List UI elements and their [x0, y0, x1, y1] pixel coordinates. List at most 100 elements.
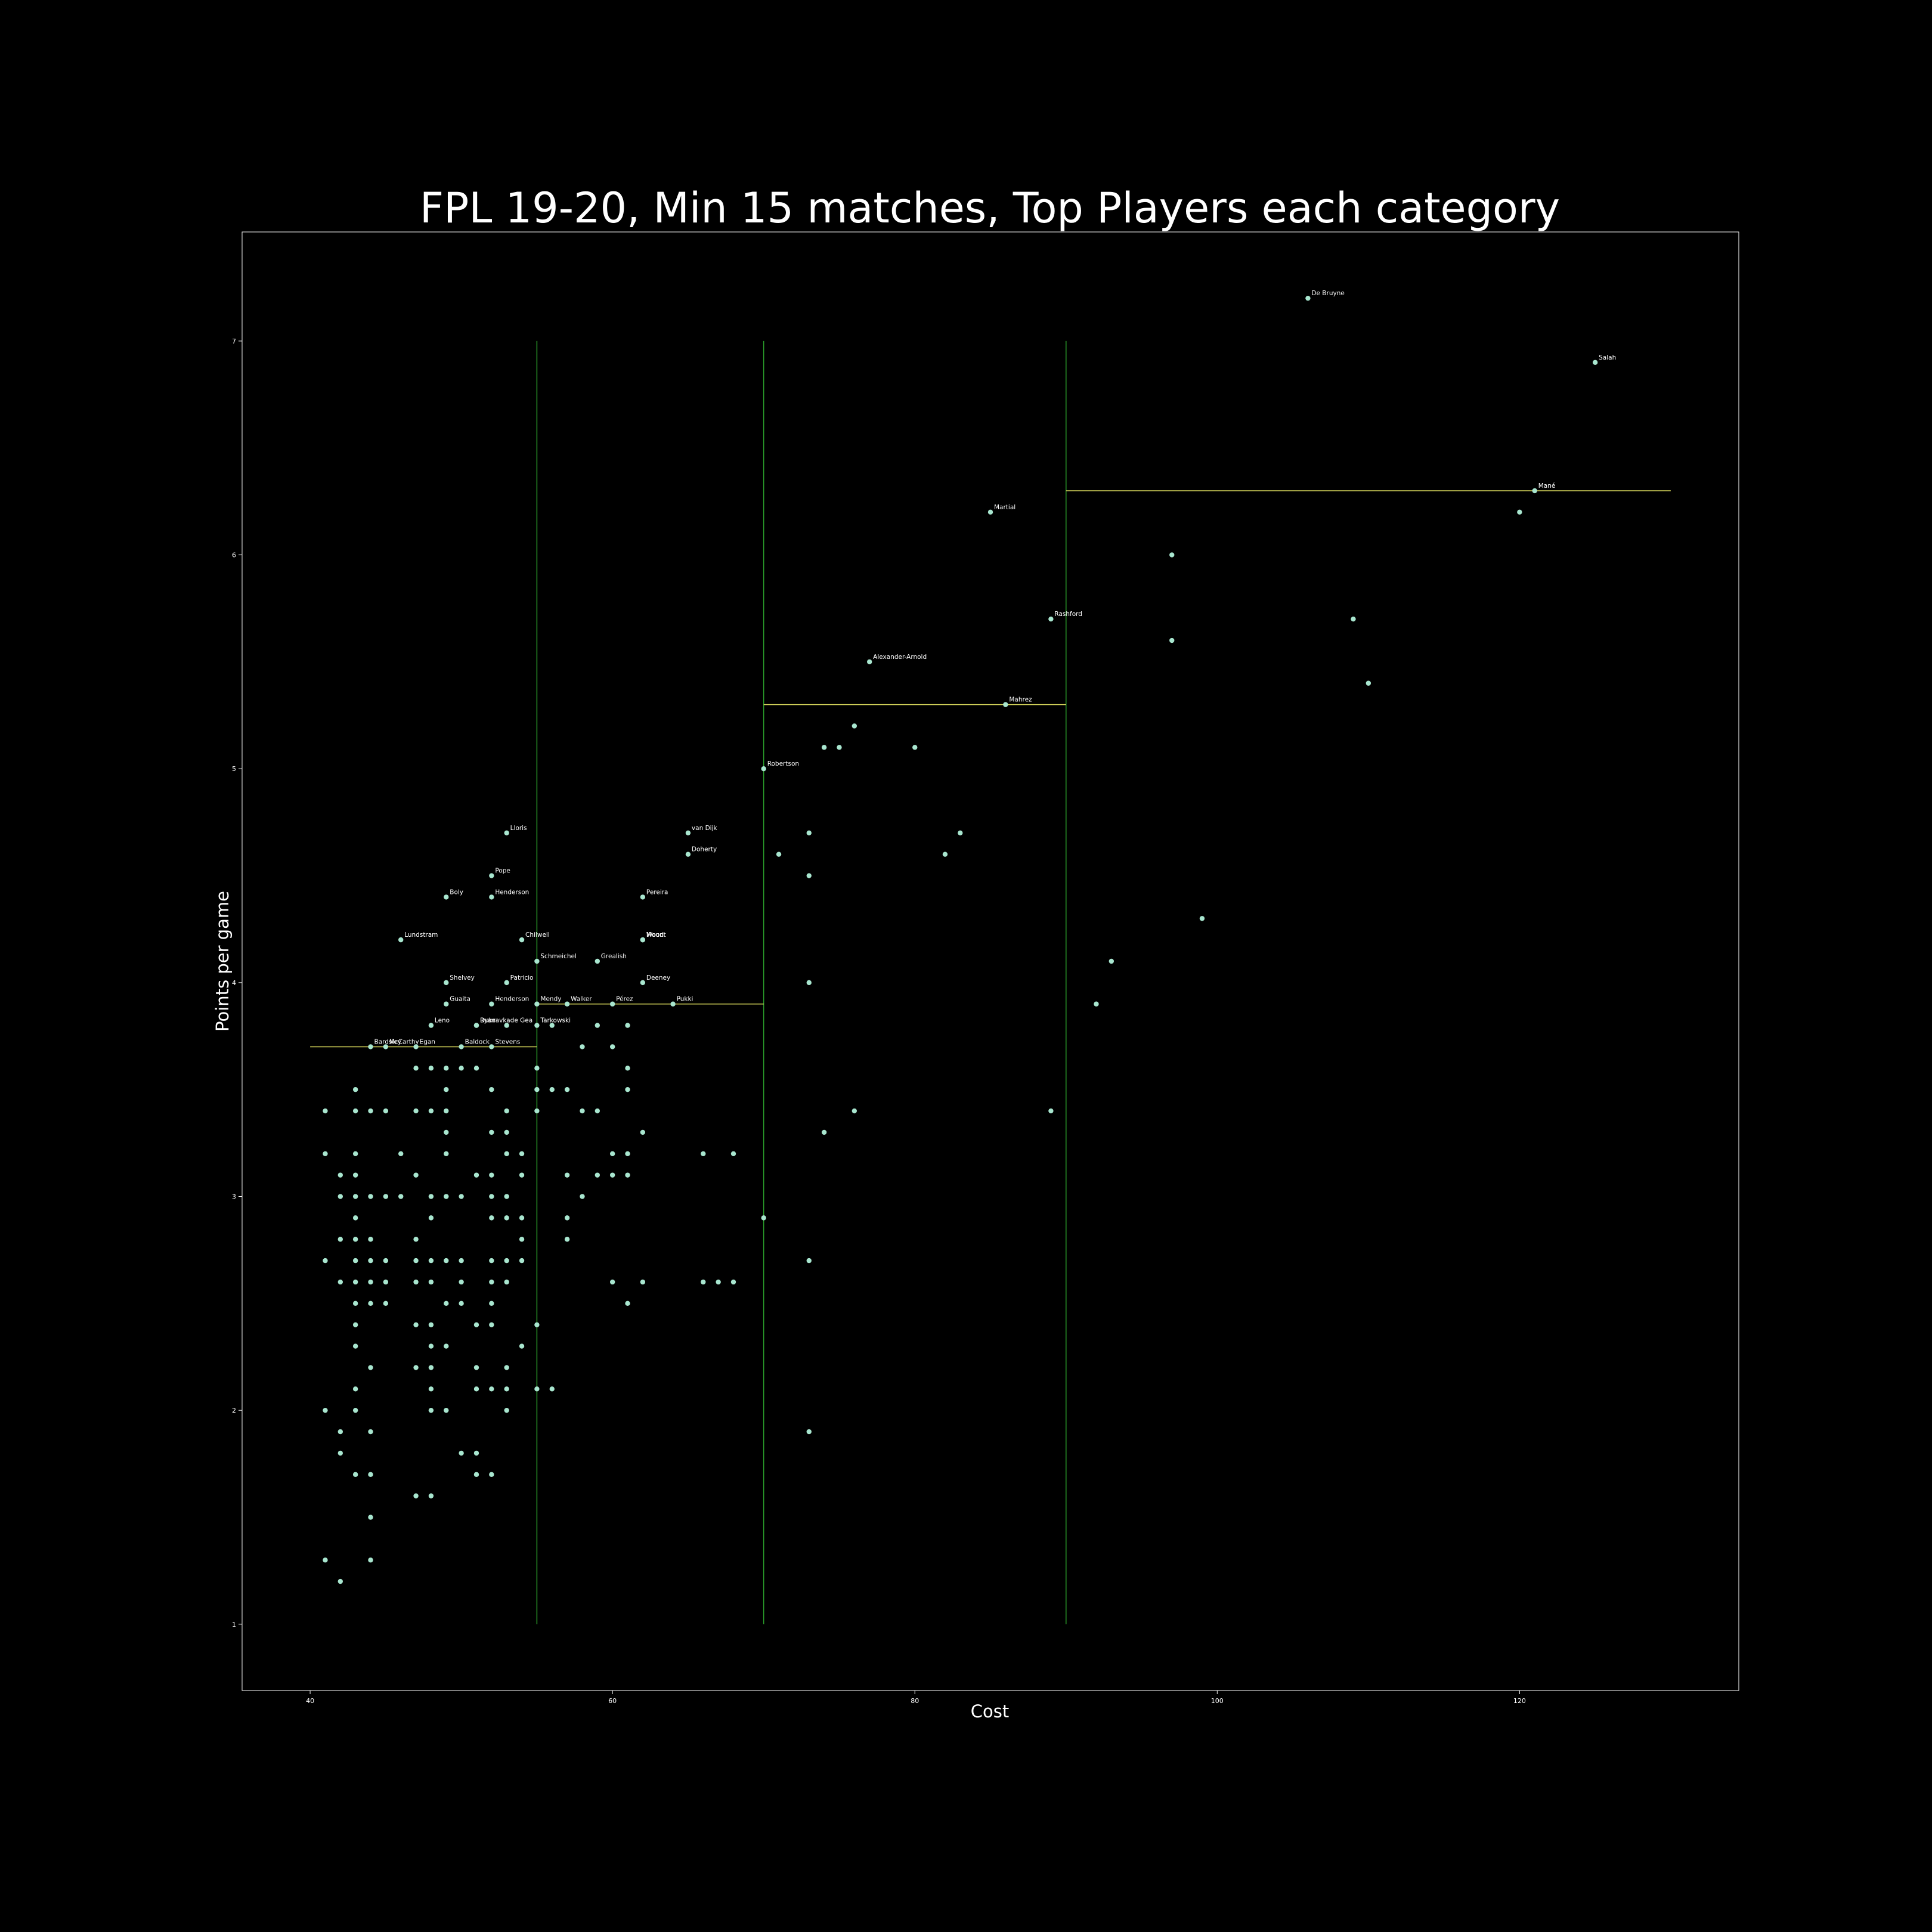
x-axis-label: Cost	[971, 1701, 1009, 1722]
data-point	[352, 1172, 358, 1178]
data-point	[368, 1258, 373, 1264]
data-point	[504, 1129, 509, 1135]
y-tick-label: 5	[232, 765, 236, 773]
data-point	[428, 1279, 434, 1285]
data-point	[489, 1279, 494, 1285]
labeled-data-point	[383, 1044, 389, 1049]
labeled-data-point	[685, 830, 691, 836]
labeled-data-point	[504, 1023, 509, 1028]
data-point	[323, 1258, 328, 1264]
point-label: Mount	[646, 931, 666, 939]
data-point	[473, 1172, 479, 1178]
x-tick-label: 40	[306, 1697, 314, 1705]
data-point	[323, 1558, 328, 1563]
y-tick-label: 2	[232, 1407, 236, 1414]
data-point	[821, 745, 827, 750]
data-point	[564, 1215, 570, 1221]
data-point	[1094, 1001, 1099, 1007]
point-label: Deeney	[646, 974, 670, 982]
point-label: Doherty	[692, 846, 717, 853]
data-point	[338, 1450, 343, 1456]
data-point	[368, 1472, 373, 1477]
data-point	[489, 1215, 494, 1221]
data-point	[368, 1301, 373, 1306]
point-label: Tarkowski	[540, 1017, 571, 1024]
labeled-data-point	[428, 1023, 434, 1028]
data-point	[595, 1172, 600, 1178]
plot-area-frame	[242, 231, 1739, 1691]
data-point	[852, 723, 857, 729]
data-point	[806, 830, 812, 836]
data-point	[428, 1493, 434, 1498]
data-point	[338, 1172, 343, 1178]
data-point	[473, 1450, 479, 1456]
data-point	[504, 1258, 509, 1264]
data-point	[444, 1407, 449, 1413]
data-point	[352, 1322, 358, 1327]
data-point	[413, 1279, 419, 1285]
x-tick-label: 100	[1211, 1697, 1224, 1705]
data-point	[398, 1151, 404, 1156]
data-point	[625, 1301, 630, 1306]
point-label: Shelvey	[450, 974, 475, 982]
data-point	[473, 1066, 479, 1071]
data-point	[459, 1066, 464, 1071]
data-point	[1517, 509, 1522, 515]
labeled-data-point	[1592, 360, 1598, 365]
data-point	[504, 1151, 509, 1156]
data-point	[534, 1108, 540, 1114]
labeled-data-point	[413, 1044, 419, 1049]
data-point	[595, 1023, 600, 1028]
point-label: Wood	[646, 931, 664, 939]
data-point	[352, 1472, 358, 1477]
data-point	[489, 1086, 494, 1092]
labeled-data-point	[489, 1044, 494, 1049]
data-point	[444, 1086, 449, 1092]
y-tick-label: 3	[232, 1193, 236, 1201]
data-point	[534, 1322, 540, 1327]
data-point	[428, 1258, 434, 1264]
data-point	[428, 1322, 434, 1327]
point-label: Pope	[495, 868, 510, 875]
data-point	[413, 1493, 419, 1498]
chart-title: FPL 19-20, Min 15 matches, Top Players e…	[420, 184, 1560, 233]
data-point	[459, 1258, 464, 1264]
point-label: De Bruyne	[1311, 290, 1344, 297]
data-point	[444, 1258, 449, 1264]
data-point	[1199, 916, 1205, 921]
data-point	[716, 1279, 721, 1285]
data-point	[519, 1258, 525, 1264]
labeled-data-point	[534, 958, 540, 964]
data-point	[413, 1322, 419, 1327]
data-point	[489, 1322, 494, 1327]
point-label: Baldock	[465, 1038, 490, 1045]
labeled-data-point	[987, 509, 993, 515]
data-point	[459, 1450, 464, 1456]
labeled-data-point	[761, 766, 766, 772]
data-point	[383, 1301, 389, 1306]
data-point	[368, 1429, 373, 1435]
labeled-data-point	[640, 894, 646, 900]
data-point	[821, 1129, 827, 1135]
data-point	[489, 1129, 494, 1135]
point-label: Chilwell	[525, 931, 550, 939]
labeled-points: De Bruyne Salah Mané Martial Rashford Alexand…	[368, 290, 1616, 1049]
data-point	[428, 1365, 434, 1370]
data-point	[338, 1429, 343, 1435]
x-axis-ticks: 40 60 80 100 120	[306, 1690, 1526, 1705]
data-point	[413, 1258, 419, 1264]
data-point	[609, 1151, 615, 1156]
data-point	[352, 1151, 358, 1156]
data-point	[489, 1194, 494, 1199]
data-point	[534, 1386, 540, 1392]
point-label: Ryan	[480, 1017, 496, 1024]
data-point	[504, 1407, 509, 1413]
data-point	[338, 1279, 343, 1285]
data-point	[549, 1386, 555, 1392]
labeled-data-point	[444, 894, 449, 900]
data-point	[368, 1365, 373, 1370]
data-point	[428, 1194, 434, 1199]
labeled-data-point	[1003, 702, 1008, 707]
data-point	[776, 852, 782, 857]
data-point	[701, 1151, 706, 1156]
